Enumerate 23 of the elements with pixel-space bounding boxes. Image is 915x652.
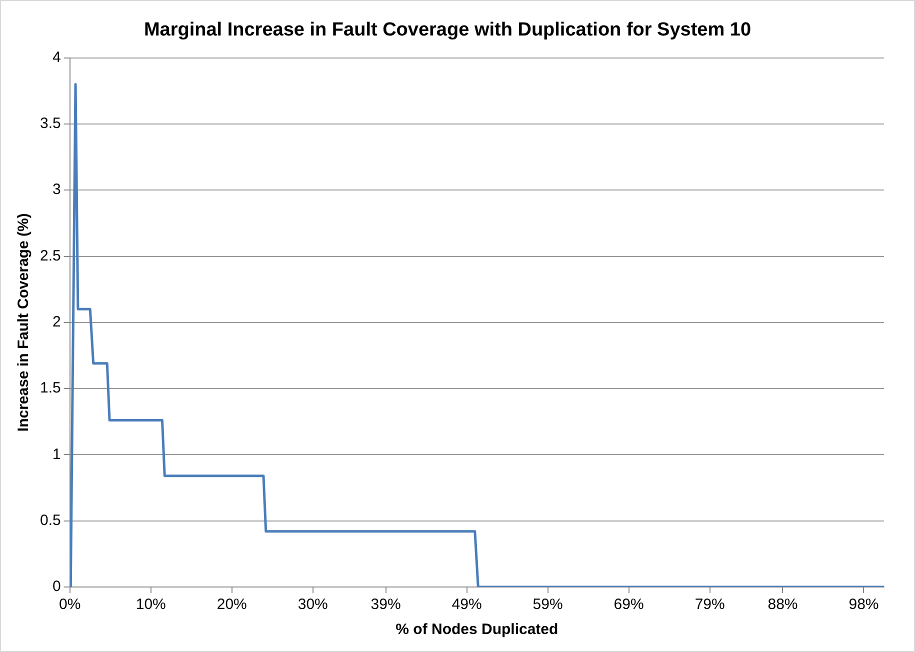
- y-tick-label: 0.5: [40, 512, 61, 529]
- y-tick-label: 1: [52, 446, 61, 463]
- x-tick-label: 39%: [370, 596, 401, 614]
- y-tick-label: 3.5: [40, 115, 61, 132]
- x-tick-label: 98%: [848, 596, 879, 614]
- y-tick-label: 2.5: [40, 247, 61, 264]
- chart-title: Marginal Increase in Fault Coverage with Duplication for System 10: [144, 20, 752, 41]
- x-tick-label: 69%: [614, 596, 644, 614]
- x-tick-label: 59%: [532, 596, 563, 614]
- y-tick-label: 2: [52, 314, 61, 331]
- x-tick-label: 88%: [768, 596, 798, 614]
- y-tick-label: 3: [52, 181, 61, 198]
- x-axis-title: % of Nodes Duplicated: [396, 621, 558, 638]
- y-tick-label: 1.5: [40, 380, 61, 397]
- y-tick-label: 4: [52, 48, 61, 66]
- x-tick-label: 30%: [298, 596, 328, 614]
- y-tick-label: 0: [52, 578, 61, 596]
- x-tick-label: 0%: [59, 596, 81, 614]
- x-tick-label: 20%: [216, 596, 247, 614]
- y-axis-title: Increase in Fault Coverage (%): [15, 213, 32, 432]
- x-tick-label: 79%: [694, 596, 725, 614]
- x-tick-label: 10%: [136, 596, 166, 614]
- x-tick-label: 49%: [452, 596, 482, 614]
